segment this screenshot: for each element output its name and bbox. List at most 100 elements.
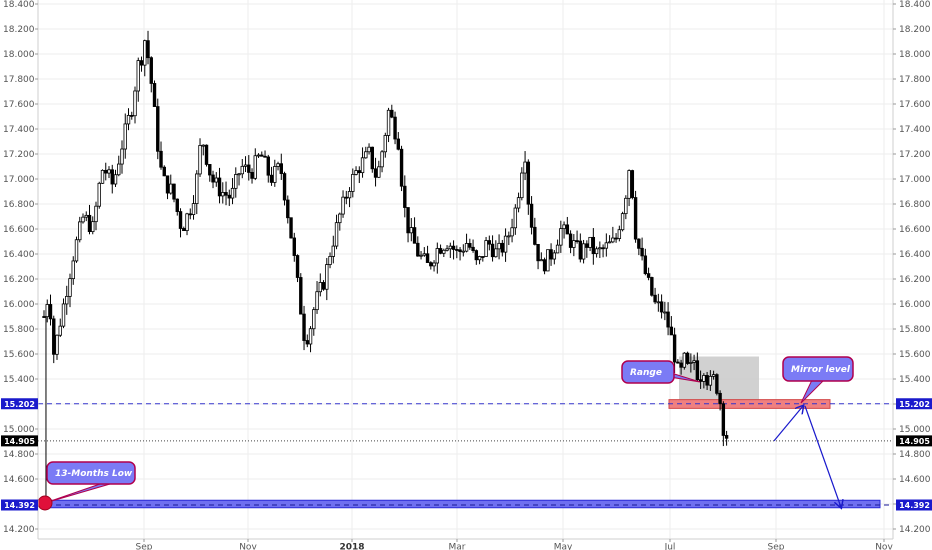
candle [425, 245, 430, 263]
candle-body [308, 328, 313, 345]
candle-body [458, 249, 462, 253]
y-tick-label: 17.200 [3, 150, 35, 160]
y-tick-label: 15.800 [3, 325, 35, 335]
candle [620, 211, 625, 232]
candle [682, 352, 687, 370]
candle [130, 111, 134, 120]
candle [58, 318, 62, 338]
candle-body [370, 146, 375, 170]
candle [256, 153, 261, 158]
candle [689, 353, 693, 373]
candle [318, 273, 322, 297]
candle-body [461, 250, 466, 253]
candle [208, 164, 212, 182]
candle [87, 204, 92, 235]
badge-right-mirror: 15.202 [896, 398, 932, 410]
y-tick-label: 18.400 [3, 0, 35, 10]
candle-body [611, 237, 615, 243]
candle [604, 233, 609, 257]
candle [526, 159, 531, 215]
candle [224, 181, 228, 206]
candle-body [169, 183, 173, 194]
level-lines [38, 403, 893, 506]
candle [71, 256, 75, 285]
candle [659, 294, 664, 319]
y-tick-label: 17.400 [3, 125, 35, 135]
candle-body [445, 248, 449, 251]
candle [42, 310, 46, 318]
candle-body [78, 221, 82, 241]
y-tick-label: 15.800 [899, 325, 931, 335]
candle [276, 161, 280, 171]
y-tick-label: 16.800 [899, 200, 931, 210]
candle-body [97, 182, 101, 207]
range-callout-label: Range [630, 368, 662, 378]
candle-body [627, 170, 631, 199]
y-tick-label: 15.000 [899, 425, 931, 435]
candle-body [685, 352, 690, 364]
candle [656, 293, 661, 312]
y-tick-label: 15.600 [3, 350, 35, 360]
candle [221, 182, 225, 204]
mirror-callout-label: Mirror level [791, 365, 851, 375]
candle-body [136, 60, 140, 92]
candle-body [692, 360, 696, 363]
candle-body [442, 249, 446, 254]
candle [435, 242, 440, 274]
candle [204, 144, 209, 167]
candle [594, 246, 599, 258]
candle-body [464, 243, 469, 252]
candle [52, 315, 56, 364]
candle [217, 167, 222, 204]
candle-body [334, 222, 339, 247]
candle [117, 155, 121, 177]
candle [191, 195, 196, 220]
candle-body [393, 116, 397, 140]
y-tick-label: 16.200 [899, 275, 931, 285]
candle [646, 267, 651, 281]
candle [676, 359, 680, 364]
x-tick-label: Nov [875, 543, 893, 550]
candle-body [620, 213, 625, 231]
candle-body [542, 259, 547, 272]
candle-body [295, 255, 300, 278]
candle [468, 238, 472, 250]
y-tick-label: 14.200 [899, 525, 931, 535]
candle [234, 167, 238, 198]
candle-body [689, 362, 693, 364]
candle [266, 154, 270, 183]
candle [152, 80, 157, 107]
candle [367, 143, 371, 155]
candle [445, 245, 449, 252]
candle [653, 287, 657, 305]
candle [282, 171, 287, 206]
candle [347, 187, 352, 208]
candle [711, 370, 716, 380]
candle-body [152, 83, 157, 107]
candle-body [451, 245, 456, 250]
candle [305, 334, 309, 348]
candle [308, 326, 313, 353]
candle [312, 307, 316, 336]
candle-body [455, 249, 459, 251]
candle-body [338, 213, 342, 224]
y-tick-label: 14.600 [3, 475, 35, 485]
candle-body [282, 173, 287, 201]
y-tick-label: 17.200 [899, 150, 931, 160]
candle [198, 138, 202, 177]
candle-body [416, 242, 420, 257]
candle [581, 239, 586, 264]
candle [640, 237, 644, 261]
candle-body [607, 241, 612, 244]
candle-body [539, 259, 544, 262]
x-tick-label: May [554, 543, 573, 550]
y-tick-label: 14.800 [899, 450, 931, 460]
candle [591, 228, 596, 265]
candle-body [666, 311, 670, 328]
candle [354, 166, 358, 176]
candle [162, 165, 166, 177]
candle [598, 241, 602, 258]
candle [539, 252, 544, 262]
candle [211, 170, 215, 189]
